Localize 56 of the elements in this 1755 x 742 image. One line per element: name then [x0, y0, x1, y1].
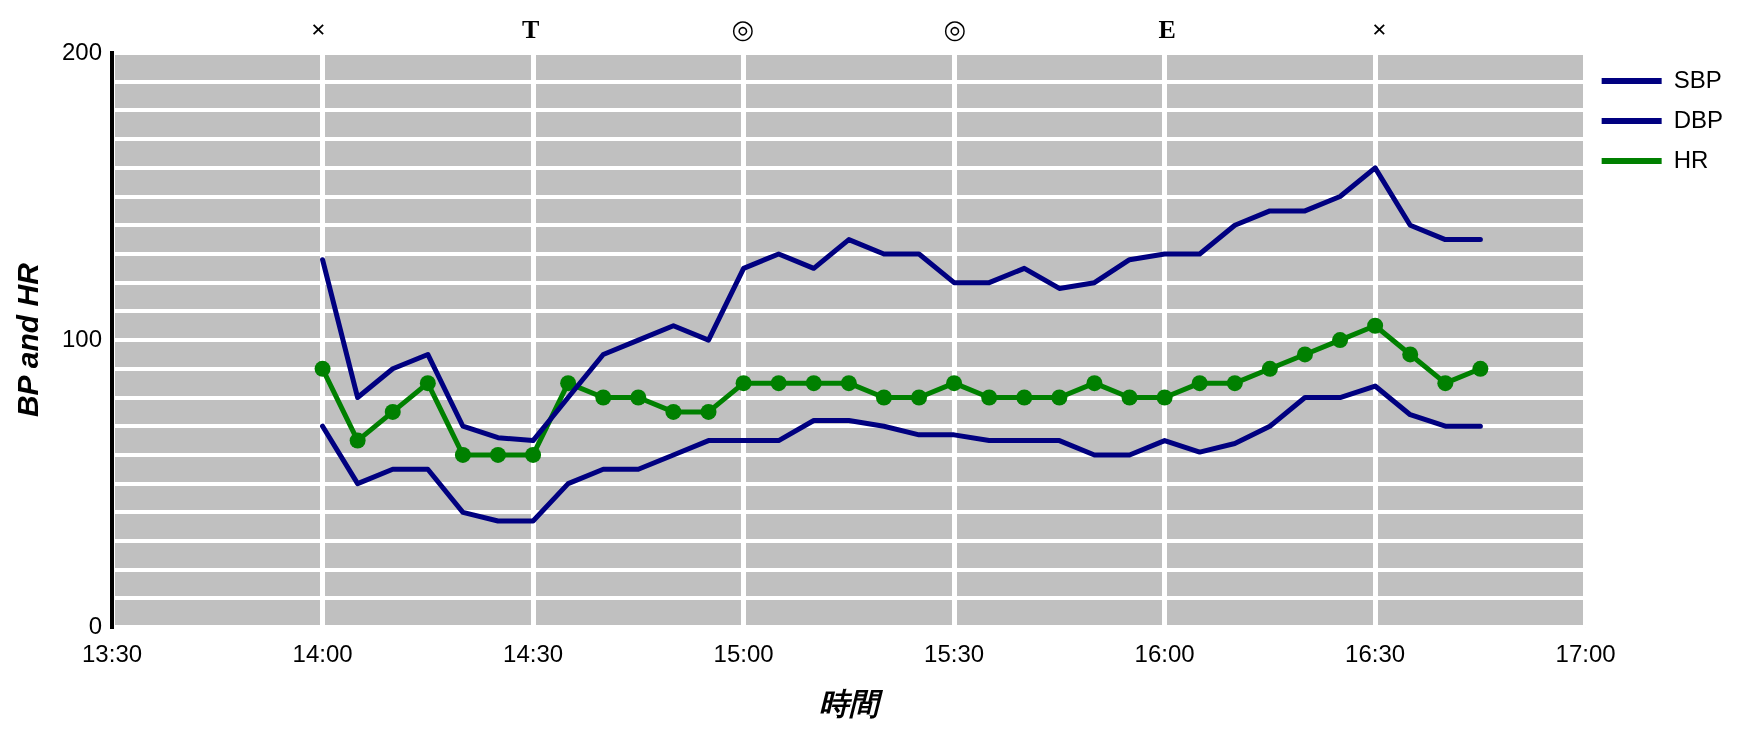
point: [1472, 360, 1489, 377]
point: [560, 375, 577, 392]
point: [840, 375, 857, 392]
point: [384, 403, 401, 420]
point: [1296, 346, 1313, 363]
point: [349, 432, 366, 449]
x-tick-label: 14:00: [292, 640, 353, 668]
point: [1086, 375, 1103, 392]
point: [525, 446, 542, 463]
point: [1016, 389, 1033, 406]
point: [700, 403, 717, 420]
point: [911, 389, 928, 406]
point: [314, 360, 331, 377]
y-axis-title: BP and HR: [11, 262, 45, 418]
text: ◎: [943, 14, 967, 44]
point: [630, 389, 647, 406]
point: [770, 375, 787, 392]
point: [735, 375, 752, 392]
x-tick-label: 16:30: [1345, 640, 1406, 668]
point: [805, 375, 822, 392]
point: [1402, 346, 1419, 363]
point: [1191, 375, 1208, 392]
point: [1226, 375, 1243, 392]
x-tick-label: 14:30: [503, 640, 564, 668]
text: ×: [1371, 14, 1387, 44]
point: [1367, 317, 1384, 334]
y-tick-label: 0: [88, 611, 103, 639]
y-tick-label: 100: [62, 324, 103, 352]
point: [946, 375, 963, 392]
point: [1156, 389, 1173, 406]
x-axis-title: 時間: [818, 687, 884, 721]
point: [981, 389, 998, 406]
point: [1051, 389, 1068, 406]
text: E: [1158, 14, 1176, 44]
point: [595, 389, 612, 406]
x-tick-label: 15:00: [713, 640, 774, 668]
point: [1121, 389, 1138, 406]
legend-label: HR: [1673, 145, 1709, 173]
point: [1261, 360, 1278, 377]
legend-label: SBP: [1673, 65, 1722, 93]
x-tick-label: 16:00: [1134, 640, 1195, 668]
point: [1332, 332, 1349, 349]
point: [875, 389, 892, 406]
legend-label: DBP: [1673, 105, 1724, 133]
x-tick-label: 17:00: [1555, 640, 1616, 668]
point: [490, 446, 506, 463]
x-tick-label: 13:30: [82, 640, 143, 668]
point: [1437, 375, 1454, 392]
point: [665, 403, 682, 420]
point: [454, 446, 471, 463]
y-tick-label: 200: [62, 37, 103, 65]
text: ◎: [731, 14, 755, 44]
point: [419, 375, 436, 392]
text: ×: [310, 14, 326, 44]
text: T: [521, 14, 540, 44]
x-tick-label: 15:30: [924, 640, 985, 668]
